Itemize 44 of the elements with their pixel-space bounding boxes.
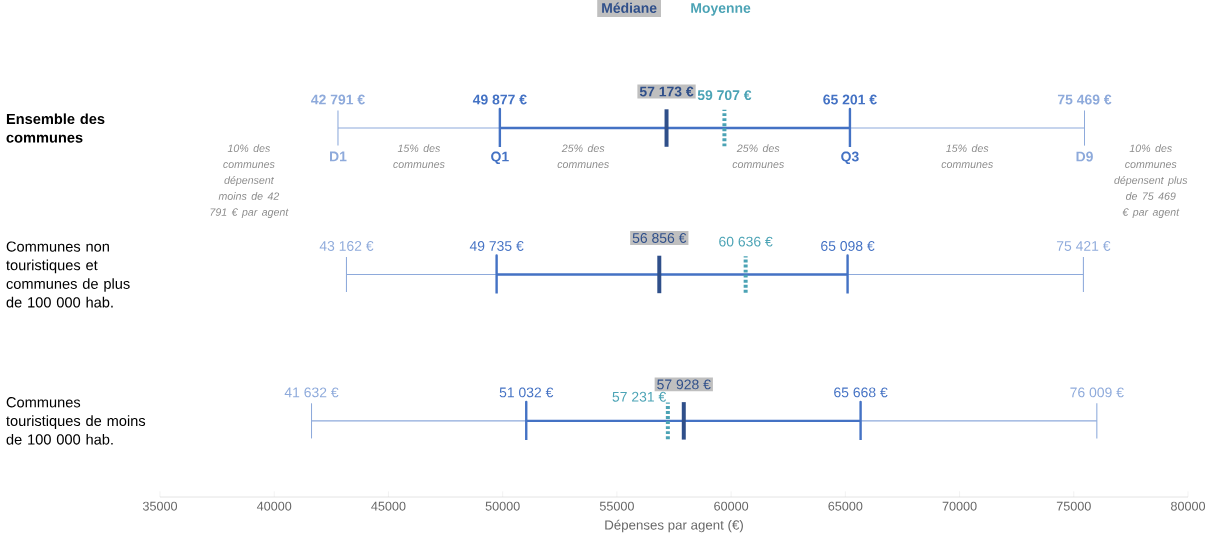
annotation: 49 877 € [472, 94, 527, 105]
x-tick-label: 65000 [828, 501, 863, 511]
annotation: 59 707 € [697, 90, 752, 101]
x-tick-label: 80000 [1171, 501, 1206, 511]
x-tick-label: 45000 [371, 501, 406, 511]
text: Médiane [602, 2, 657, 13]
x-tick-label: 60000 [714, 501, 749, 511]
x-axis-title: Dépenses par agent (€) [605, 519, 743, 533]
text: Moyenne [691, 3, 751, 16]
annotation: 51 032 € [499, 387, 554, 398]
annotation: 65 201 € [823, 94, 877, 105]
annotation: 57 173 € [639, 86, 694, 97]
annotation: D9 [1076, 151, 1093, 162]
y-tick-label: Ensemble des communes [6, 113, 105, 143]
annotation: 57 928 € [657, 379, 711, 390]
annotation: Q3 [841, 151, 859, 165]
y-tick-label: Communes non touristiques et communes de plus de 100 000 hab. [6, 241, 130, 308]
annotation: 10% des communes dépensent moins de 42 791 € par agent [210, 144, 289, 218]
annotation: 76 009 € [1070, 387, 1124, 398]
x-tick-label: 55000 [599, 501, 634, 511]
annotation: 42 791 € [311, 94, 365, 105]
x-tick-label: 40000 [256, 501, 292, 511]
annotation: 57 231 € [612, 391, 667, 402]
x-tick-label: 70000 [942, 501, 977, 511]
annotation: 10% des communes dépensent plus de 75 469 € par agent [1114, 144, 1188, 218]
y-tick-label: Communes touristiques de moins de 100 000 hab. [6, 397, 146, 445]
annotation: 43 162 € [319, 241, 374, 251]
annotation: D1 [330, 151, 347, 162]
annotation: Q1 [491, 151, 509, 165]
annotation: 65 668 € [834, 387, 888, 398]
annotation: 56 856 € [632, 233, 687, 243]
annotation: 25% des communes [557, 144, 609, 169]
x-tick-label: 50000 [485, 501, 520, 511]
x-tick-label: 35000 [142, 501, 178, 511]
annotation: 75 469 € [1057, 94, 1112, 105]
annotation: 15% des communes [941, 144, 993, 169]
annotation: 15% des communes [393, 144, 445, 169]
annotation: 25% des communes [732, 144, 784, 169]
annotation: 60 636 € [719, 236, 773, 247]
annotation: 49 735 € [469, 241, 524, 251]
x-tick-label: 75000 [1056, 501, 1091, 511]
annotation: 41 632 € [284, 387, 339, 398]
annotation: 75 421 € [1056, 241, 1111, 251]
annotation: 65 098 € [821, 241, 875, 251]
